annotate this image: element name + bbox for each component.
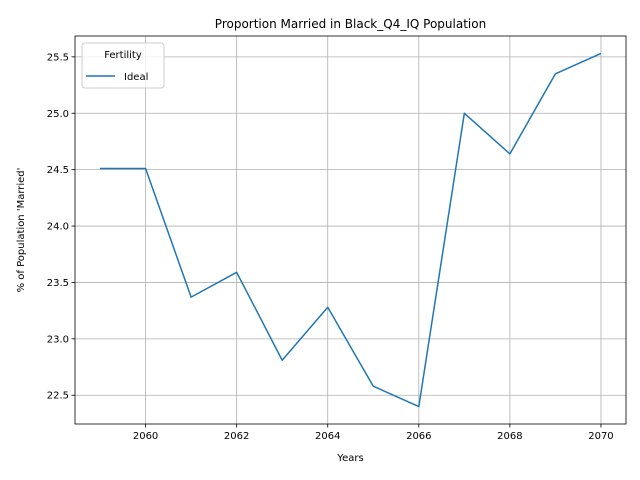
legend-label-ideal: Ideal [124, 72, 148, 83]
x-axis: 2060 2062 2064 2066 2068 2070 [133, 424, 614, 442]
x-tick-label: 2064 [315, 431, 340, 442]
series-layer [100, 52, 602, 408]
legend: Fertility Ideal [81, 42, 165, 89]
chart-title: Proportion Married in Black_Q4_IQ Popula… [215, 17, 486, 31]
series-line-ideal [100, 52, 602, 408]
y-tick-label: 24.0 [47, 222, 69, 233]
x-tick-label: 2066 [406, 431, 431, 442]
x-tick-label: 2062 [224, 431, 249, 442]
x-tick-label: 2070 [588, 431, 613, 442]
plot-frame [74, 35, 627, 425]
y-axis: 22.5 23.0 23.5 24.0 24.5 25.0 25.5 [47, 52, 75, 402]
grid-lines [75, 36, 626, 424]
y-tick-label: 25.5 [47, 52, 69, 63]
y-tick-label: 22.5 [47, 391, 69, 402]
y-tick-label: 23.5 [47, 278, 69, 289]
x-tick-label: 2068 [497, 431, 522, 442]
x-tick-label: 2060 [133, 431, 158, 442]
legend-title: Fertility [104, 50, 142, 61]
y-tick-label: 23.0 [47, 334, 69, 345]
y-axis-label: % of Population 'Married' [16, 168, 27, 293]
x-axis-label: Years [336, 453, 363, 464]
y-tick-label: 24.5 [47, 165, 69, 176]
y-tick-label: 25.0 [47, 109, 69, 120]
